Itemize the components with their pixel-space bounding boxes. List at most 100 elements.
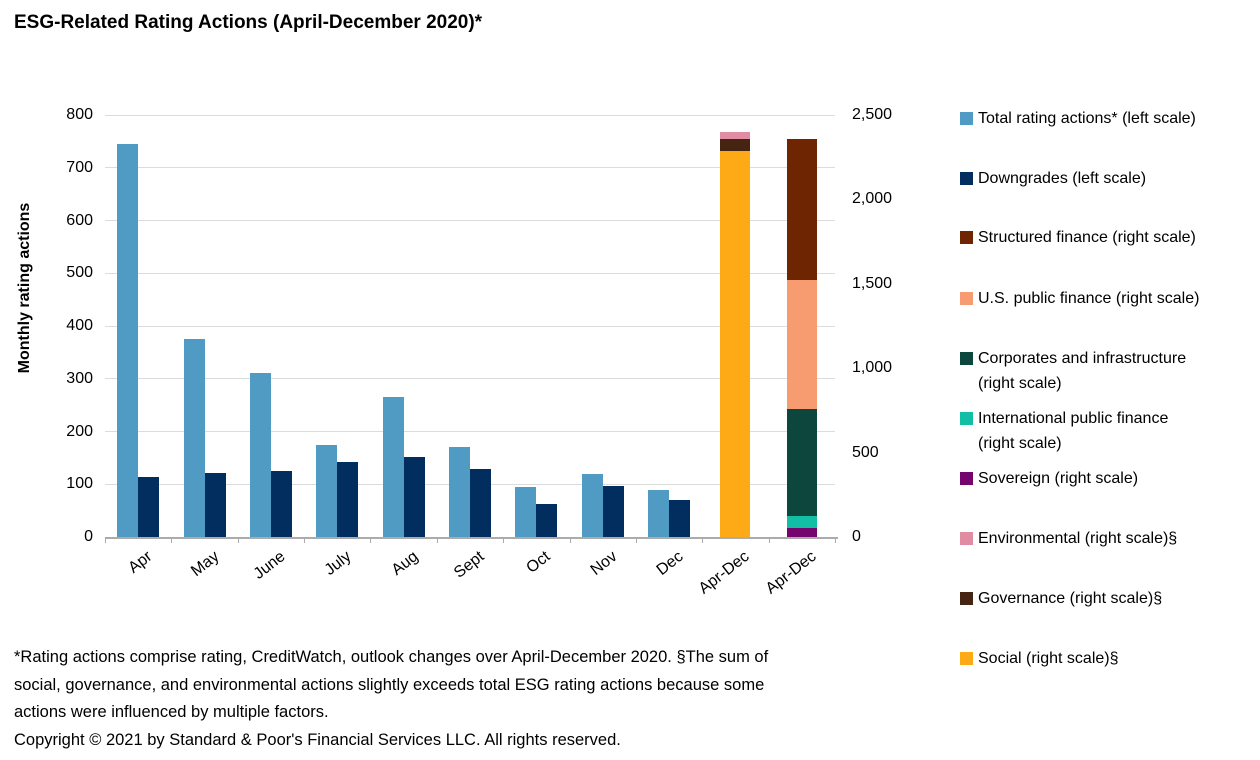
y-axis-title: Monthly rating actions [16, 202, 33, 374]
legend-swatch-icon [960, 352, 973, 365]
legend-label: Structured finance (right scale) [978, 225, 1196, 250]
x-axis-tick-label: Aug [388, 548, 422, 579]
grid-line [105, 220, 835, 221]
y-axis-tick-label-right: 1,000 [852, 359, 893, 377]
y-axis-tick-label-right: 2,000 [852, 190, 893, 208]
legend-swatch-icon [960, 592, 973, 605]
x-axis-tick [768, 538, 770, 543]
footnote-line: *Rating actions comprise rating, CreditW… [14, 648, 769, 666]
bar-downgrades-apr [138, 477, 160, 537]
legend-label: Social (right scale)§ [978, 646, 1119, 671]
y-axis-tick-label-left: 800 [66, 106, 93, 123]
y-axis-tick-label-left: 500 [66, 264, 93, 282]
y-axis-tick-label-left: 600 [66, 211, 93, 229]
y-axis-tick-label-left: 100 [66, 475, 93, 493]
y-axis-tick-label-left: 700 [66, 158, 93, 176]
y-axis-tick-label-right: 500 [852, 443, 879, 461]
footnote-line: actions were influenced by multiple fact… [14, 703, 329, 721]
x-axis-tick [171, 538, 173, 543]
legend-item: Downgrades (left scale) [960, 166, 1146, 191]
grid-line [105, 167, 835, 169]
legend-label: U.S. public finance (right scale) [978, 286, 1199, 311]
stack-segment-governance [720, 139, 751, 152]
stack-segment-environmental [720, 131, 751, 140]
bar-total-oct [515, 486, 537, 537]
legend-item: Governance (right scale)§ [960, 586, 1162, 611]
x-axis-line [105, 537, 838, 539]
grid-line [105, 431, 835, 432]
grid-line [105, 272, 835, 274]
bar-downgrades-dec [669, 500, 691, 537]
bar-total-june [249, 373, 271, 537]
legend-label-line: (right scale) [978, 375, 1062, 392]
y-axis-tick-label-right: 1,500 [852, 274, 893, 292]
x-axis-tick [304, 538, 306, 543]
legend-label-line: Structured finance (right scale) [978, 229, 1196, 246]
x-axis-tick-label: Dec [653, 548, 687, 579]
bar-downgrades-sept [470, 469, 491, 537]
legend-swatch-icon [960, 532, 973, 545]
bar-downgrades-nov [602, 486, 624, 537]
x-axis-tick [503, 538, 505, 543]
legend-item: Corporates and infrastructure (right scal… [960, 346, 1186, 396]
x-axis-tick [569, 538, 571, 543]
y-axis-tick-label-left: 300 [66, 369, 93, 387]
legend-swatch-icon [960, 652, 973, 665]
x-axis-tick-label: June [250, 548, 289, 583]
bar-downgrades-july [337, 462, 359, 537]
legend-item: Sovereign (right scale) [960, 466, 1138, 491]
legend-item: Structured finance (right scale) [960, 225, 1196, 250]
stack-segment-structured [786, 138, 817, 281]
legend-label-line: Social (right scale)§ [978, 650, 1119, 667]
bar-total-apr [117, 144, 139, 537]
legend-label-line: International public finance [978, 410, 1169, 427]
legend-label-line: Downgrades (left scale) [978, 170, 1147, 187]
footnote-line: social, governance, and environmental ac… [14, 675, 765, 694]
bar-downgrades-may [204, 473, 226, 537]
bar-total-dec [648, 489, 670, 537]
bar-total-aug [382, 397, 404, 537]
bar-downgrades-oct [536, 504, 558, 537]
bar-total-july [316, 444, 338, 537]
bar-total-nov [581, 473, 603, 537]
copyright-line: Copyright © 2021 by Standard & Poor's Fi… [14, 730, 621, 749]
legend-swatch-icon [960, 172, 973, 185]
legend-label-line: Corporates and infrastructure [978, 350, 1187, 367]
stack-segment-sovereign [786, 527, 817, 537]
chart-title: ESG-Related Rating Actions (April-Decemb… [14, 12, 483, 33]
legend-item: Social (right scale)§ [960, 646, 1119, 671]
bar-downgrades-june [270, 470, 292, 537]
grid-line [105, 325, 835, 327]
x-axis-tick [436, 538, 438, 543]
legend-item: U.S. public finance (right scale) [960, 286, 1199, 311]
stack-segment-international [786, 515, 817, 528]
y-axis-tick-label-left: 400 [66, 317, 93, 334]
legend-item: Environmental (right scale)§ [960, 526, 1177, 551]
x-axis-tick-label: Apr-Dec [762, 548, 820, 598]
bar-total-may [183, 339, 205, 537]
legend-item: International public finance (right scale… [960, 406, 1168, 456]
x-axis-tick [105, 538, 106, 543]
legend-label-line: (right scale) [978, 435, 1062, 452]
stack-segment-social [720, 151, 751, 537]
legend-swatch-icon [960, 412, 973, 425]
x-axis-tick-label: Oct [523, 548, 554, 577]
legend-swatch-icon [960, 292, 973, 305]
stack-segment-corporates [786, 408, 817, 516]
legend-swatch-icon [960, 472, 973, 485]
x-axis-tick [370, 538, 372, 543]
legend-label: Total rating actions* (left scale) [978, 106, 1196, 131]
x-axis-tick-label: Sept [451, 548, 488, 582]
bar-downgrades-aug [403, 456, 425, 537]
grid-line [105, 378, 835, 380]
y-axis-tick-label-right: 2,500 [852, 106, 893, 123]
x-axis-tick [835, 538, 836, 543]
x-axis-tick-label: Nov [587, 548, 621, 579]
x-axis-tick-label: May [187, 548, 222, 581]
y-axis-tick-label-left: 0 [84, 528, 93, 545]
legend-item: Total rating actions* (left scale) [960, 106, 1196, 131]
x-axis-tick [237, 538, 239, 543]
legend-label: Sovereign (right scale) [978, 466, 1138, 491]
legend-label-line: Environmental (right scale)§ [978, 530, 1178, 547]
legend-label-line: Total rating actions* (left scale) [978, 110, 1196, 127]
